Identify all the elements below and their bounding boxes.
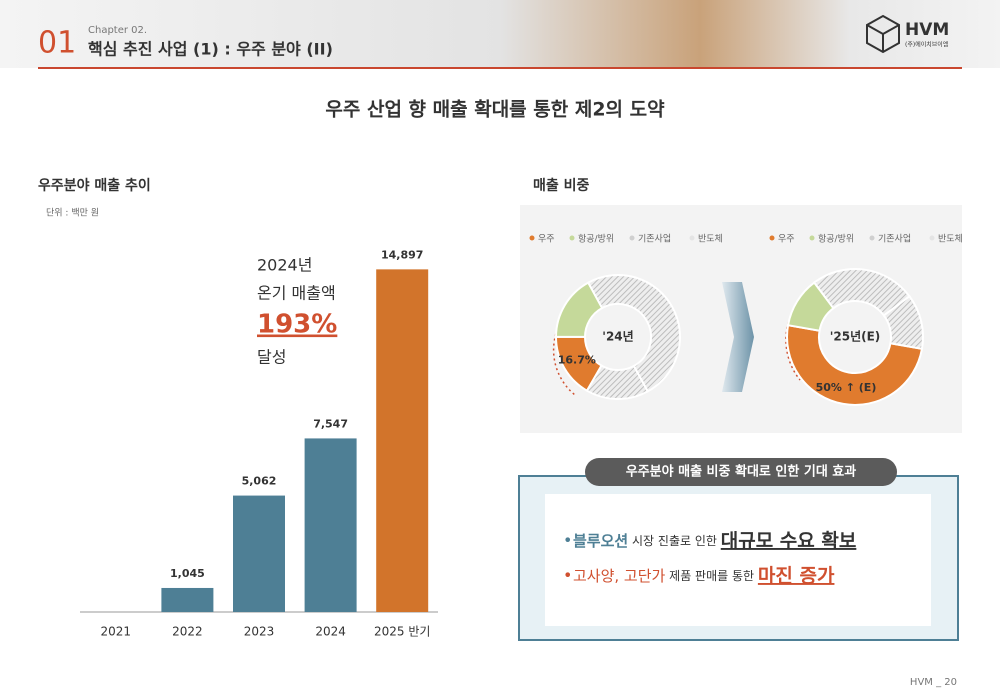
logo-icon bbox=[866, 14, 900, 54]
legend-dot bbox=[809, 235, 815, 241]
x-tick-label: 2023 bbox=[244, 625, 275, 639]
pie-segment bbox=[882, 294, 924, 350]
logo-text: HVM bbox=[905, 20, 949, 40]
arrow bbox=[722, 282, 754, 392]
value-label: 16.7% bbox=[558, 354, 596, 367]
effects-pill bbox=[585, 458, 897, 486]
legend-dot bbox=[529, 235, 535, 241]
effect-text: 시장 진출로 인한 bbox=[628, 534, 721, 548]
legend-label: 우주 bbox=[538, 234, 555, 245]
pie-segment bbox=[786, 324, 924, 406]
footer: HVM _ 20 bbox=[910, 677, 957, 688]
legend-dot bbox=[569, 235, 575, 241]
unit: 단위 : 백만 원 bbox=[46, 208, 99, 219]
legend-label: 항공/방위 bbox=[578, 234, 614, 245]
bar bbox=[376, 269, 429, 612]
pie-segment bbox=[585, 364, 650, 400]
effects-inner bbox=[545, 494, 931, 626]
share-title: 매출 비중 bbox=[533, 177, 590, 194]
header-band bbox=[0, 0, 1000, 68]
value-label: 14,897 bbox=[381, 248, 423, 261]
bar-title: 우주분야 매출 추이 bbox=[38, 177, 151, 194]
value-label: 1,045 bbox=[170, 567, 205, 580]
effect-line: 고사양, 고단가 제품 판매를 통한 마진 증가 bbox=[573, 565, 835, 587]
annotation-line: 온기 매출액 bbox=[257, 284, 336, 303]
header-title: 핵심 추진 사업 (1) : 우주 분야 (II) bbox=[88, 40, 333, 59]
highlight-arc bbox=[552, 304, 576, 396]
logo: HVM (주)에이치브이엠 bbox=[866, 14, 949, 54]
pie-segment bbox=[586, 274, 681, 393]
annotation-line: 달성 bbox=[257, 348, 286, 367]
legend-dot bbox=[629, 235, 635, 241]
legend-dot bbox=[929, 235, 935, 241]
legend-dot bbox=[769, 235, 775, 241]
annotation: 2024년 온기 매출액 193% 달성 bbox=[257, 256, 337, 367]
x-tick-label: 2025 반기 bbox=[374, 625, 430, 639]
legend-label: 항공/방위 bbox=[818, 234, 854, 245]
legend-label: 우주 bbox=[778, 234, 795, 245]
effect-key: 고사양, 고단가 bbox=[573, 567, 666, 585]
x-tick-label: 2022 bbox=[172, 625, 203, 639]
highlight-arc bbox=[785, 299, 801, 381]
bar bbox=[233, 495, 285, 612]
x-tick-label: 2024 bbox=[315, 625, 346, 639]
effect-line: 블루오션 시장 진출로 인한 대규모 수요 확보 bbox=[573, 529, 856, 552]
center-label: '25년(E) bbox=[830, 330, 881, 344]
bar bbox=[304, 438, 357, 612]
legend-dot bbox=[689, 235, 695, 241]
effects-title: 우주분야 매출 비중 확대로 인한 기대 효과 bbox=[626, 464, 857, 480]
bullet: • bbox=[563, 566, 572, 585]
x-tick-label: 2021 bbox=[101, 625, 132, 639]
annotation-highlight: 193% bbox=[257, 310, 337, 340]
value-label: 7,547 bbox=[313, 417, 348, 430]
center-label: '24년 bbox=[602, 330, 633, 344]
effect-text: 제품 판매를 통한 bbox=[665, 569, 758, 583]
legend-dot bbox=[869, 235, 875, 241]
annotation-line: 2024년 bbox=[257, 256, 312, 275]
headline: 우주 산업 향 매출 확대를 통한 제2의 도약 bbox=[325, 98, 665, 121]
effect-highlight: 마진 증가 bbox=[758, 565, 835, 587]
effect-key: 블루오션 bbox=[573, 532, 628, 550]
value-label: 5,062 bbox=[242, 475, 277, 488]
chapter: Chapter 02. bbox=[88, 25, 147, 36]
logo-sub: (주)에이치브이엠 bbox=[905, 41, 948, 49]
value-label: 50% ↑ (E) bbox=[816, 381, 877, 394]
legend-label: 기존사업 bbox=[878, 234, 911, 245]
legend-label: 기존사업 bbox=[638, 234, 671, 245]
section-number: 01 bbox=[38, 26, 76, 61]
effect-highlight: 대규모 수요 확보 bbox=[721, 529, 857, 552]
bullet: • bbox=[563, 531, 572, 550]
bar bbox=[161, 587, 214, 612]
legend-label: 반도체 bbox=[938, 234, 963, 245]
legend-label: 반도체 bbox=[698, 234, 723, 245]
